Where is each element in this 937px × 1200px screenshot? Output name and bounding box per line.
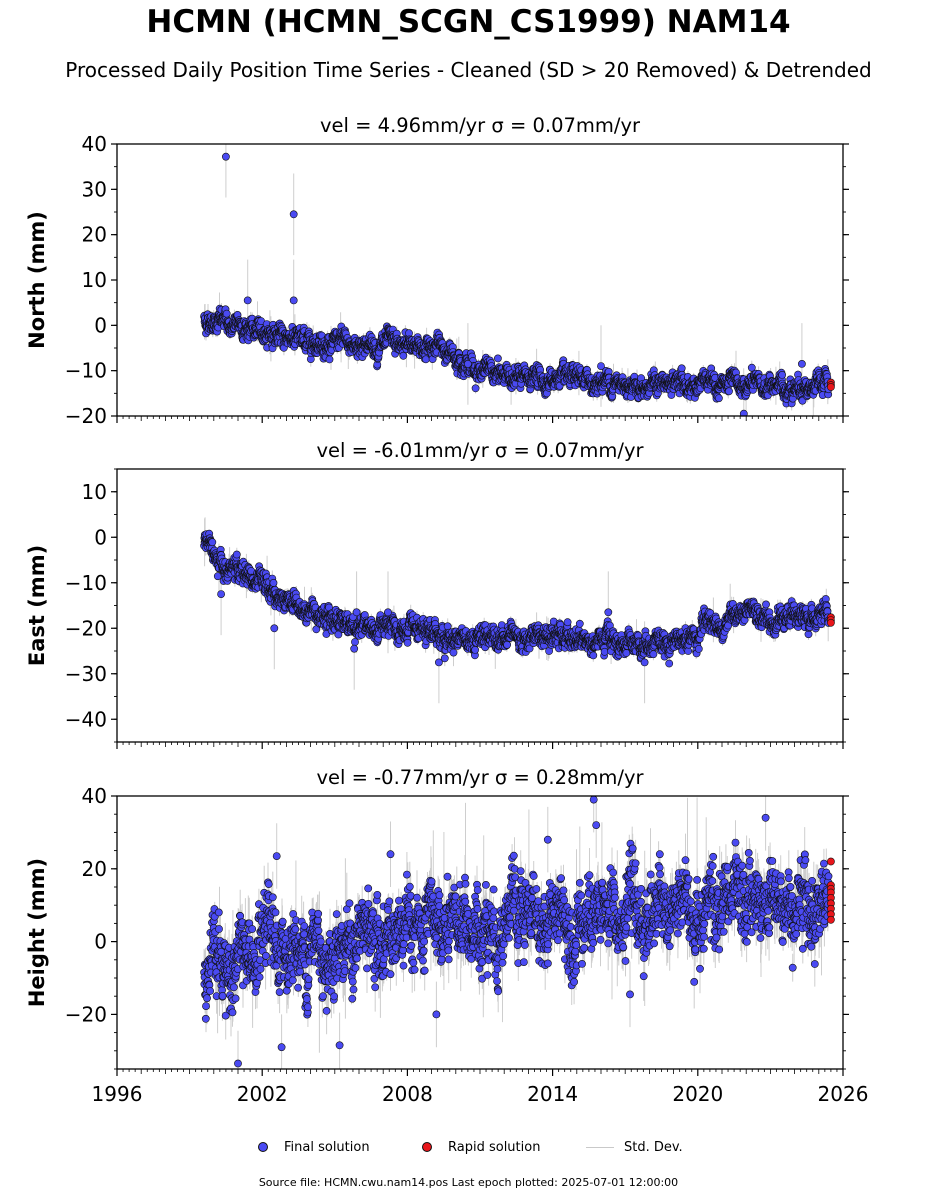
outlier-point bbox=[289, 296, 298, 305]
final-point bbox=[665, 659, 674, 668]
final-point bbox=[440, 654, 449, 663]
final-point bbox=[778, 370, 786, 379]
final-point bbox=[575, 619, 584, 628]
final-point bbox=[694, 645, 703, 653]
final-point bbox=[222, 309, 231, 318]
final-point bbox=[471, 384, 480, 393]
final-point bbox=[649, 650, 658, 659]
std-dev-bars-0 bbox=[203, 144, 829, 416]
rapid-point bbox=[827, 383, 835, 391]
y-axis-label-0: North (mm) bbox=[25, 211, 49, 349]
y-tick-label: −20 bbox=[65, 404, 107, 428]
y-tick-label: 40 bbox=[82, 132, 107, 156]
y-tick-label: 20 bbox=[82, 223, 107, 247]
outlier-point bbox=[289, 210, 298, 219]
panel-0: −20 −10 0 10 20 30 40 North (mm) vel = 4.96mm/yr… bbox=[25, 114, 849, 428]
final-point bbox=[677, 364, 686, 373]
final-point bbox=[325, 355, 334, 364]
final-point bbox=[399, 351, 408, 360]
final-points-0 bbox=[200, 152, 833, 416]
final-points-1 bbox=[200, 529, 833, 668]
outlier-point bbox=[798, 359, 806, 368]
y-tick-label: 0 bbox=[94, 313, 107, 337]
final-point bbox=[715, 394, 723, 403]
rapid-points-0 bbox=[827, 378, 835, 391]
x-ticks-0 bbox=[116, 416, 844, 423]
outlier-point bbox=[221, 152, 230, 161]
outlier-point bbox=[597, 362, 605, 370]
y-tick-label: 30 bbox=[82, 177, 107, 201]
final-point bbox=[269, 579, 278, 587]
final-point bbox=[589, 651, 598, 660]
time-series-plots: −20 −10 0 10 20 30 40 North (mm) vel = 4.96mm/yr… bbox=[25, 114, 868, 1106]
panel-1-data bbox=[200, 517, 835, 704]
panel-0-data bbox=[200, 144, 835, 416]
outlier-point bbox=[243, 296, 252, 305]
chart-title: HCMN (HCMN_SCGN_CS1999) NAM14 bbox=[146, 4, 791, 40]
outlier-point bbox=[739, 409, 748, 416]
final-point bbox=[525, 644, 534, 653]
final-point bbox=[403, 638, 412, 647]
final-point bbox=[351, 638, 359, 646]
final-point bbox=[232, 550, 241, 559]
final-point bbox=[600, 647, 609, 656]
final-point bbox=[503, 640, 511, 649]
final-point bbox=[471, 646, 479, 654]
y-tick-label: 10 bbox=[82, 268, 107, 292]
outlier-point bbox=[463, 359, 472, 368]
final-point bbox=[449, 648, 458, 657]
final-point bbox=[563, 618, 572, 627]
final-point bbox=[725, 387, 733, 396]
final-point bbox=[493, 354, 502, 363]
y-tick-label: −10 bbox=[65, 359, 107, 383]
final-point bbox=[208, 538, 217, 547]
y-ticks-0: −20 −10 0 10 20 30 40 bbox=[65, 132, 849, 428]
chart-subtitle: Processed Daily Position Time Series - C… bbox=[65, 58, 872, 82]
velocity-annotation-0: vel = 4.96mm/yr σ = 0.07mm/yr bbox=[320, 114, 641, 137]
